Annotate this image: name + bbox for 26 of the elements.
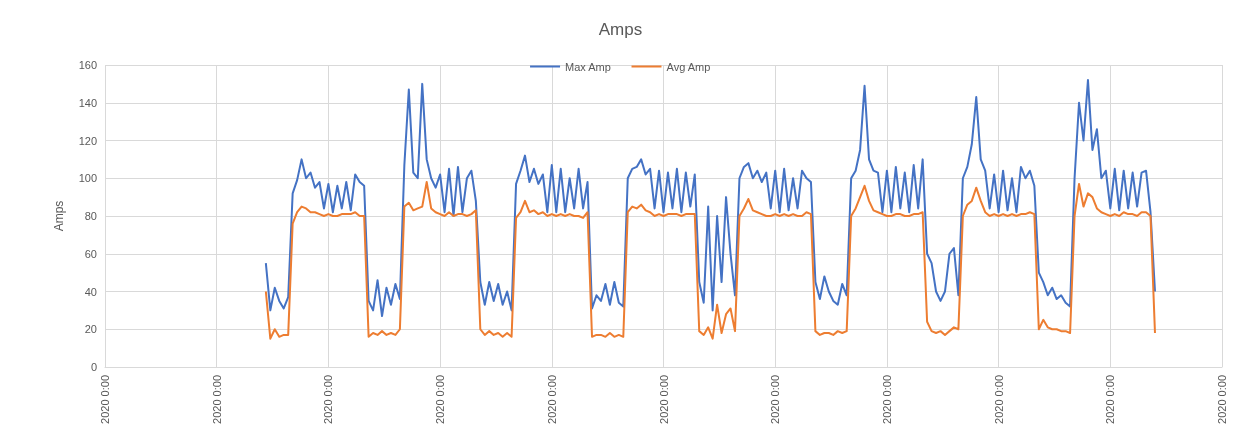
y-tick-label: 40 xyxy=(84,285,97,298)
y-tick-label: 0 xyxy=(90,361,97,373)
x-tick-label: 2020 0:00 xyxy=(434,375,447,424)
legend-label: Avg Amp xyxy=(666,60,711,73)
x-tick-label: 2020 0:00 xyxy=(545,375,558,424)
y-tick-label: 120 xyxy=(78,134,97,147)
x-tick-label: 2020 0:00 xyxy=(880,375,893,424)
line-series xyxy=(264,79,1156,318)
x-tick-label: 2020 0:00 xyxy=(1104,375,1117,424)
y-axis-title: Amps xyxy=(52,200,66,232)
y-tick-label: 20 xyxy=(84,323,97,336)
x-tick-label: 2020 0:00 xyxy=(769,375,782,424)
x-tick-label: 2020 0:00 xyxy=(992,375,1005,424)
x-tick-label: 2020 0:00 xyxy=(1216,375,1228,424)
line-series xyxy=(264,181,1156,340)
y-tick-label: 140 xyxy=(78,96,97,109)
x-tick-label: 2020 0:00 xyxy=(657,375,670,424)
chart-title: Amps xyxy=(598,20,643,39)
legend-label: Max Amp xyxy=(565,60,611,73)
y-tick-label: 80 xyxy=(84,210,97,222)
y-tick-label: 160 xyxy=(78,59,97,71)
x-tick-label: 2020 0:00 xyxy=(322,375,335,424)
x-tick-label: 2020 0:00 xyxy=(99,375,111,424)
x-tick-label: 2020 0:00 xyxy=(210,375,223,424)
y-tick-label: 100 xyxy=(78,172,97,185)
y-tick-label: 60 xyxy=(84,247,97,260)
